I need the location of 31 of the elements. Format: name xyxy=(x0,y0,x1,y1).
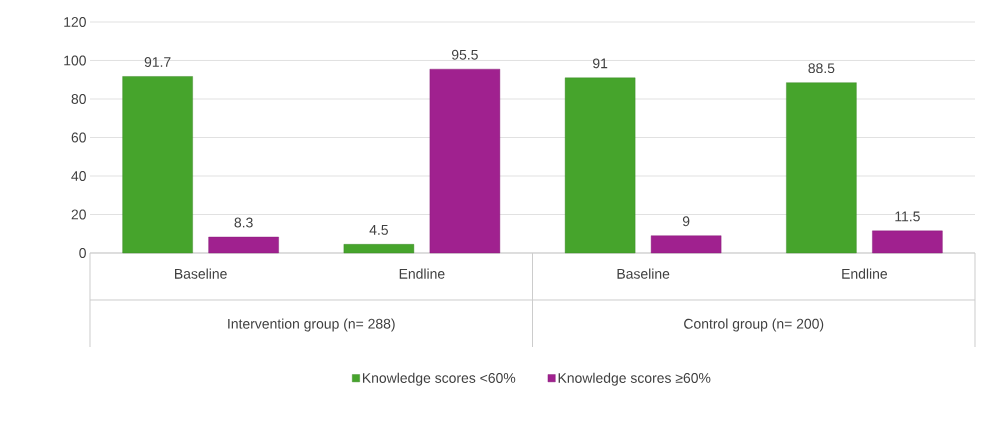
data-label: 91 xyxy=(593,58,608,69)
bar xyxy=(429,68,501,254)
text: Control group (n= 200) xyxy=(684,318,824,332)
legend-label: Knowledge scores <60% xyxy=(362,372,516,386)
data-label: 88.5 xyxy=(808,63,835,74)
data-label: 8.3 xyxy=(234,217,253,228)
bar xyxy=(872,230,943,254)
data-label: 4.5 xyxy=(369,225,388,235)
x-tick-label: Endline xyxy=(399,268,445,279)
data-label: 11.5 xyxy=(895,211,920,222)
data-label: 95.5 xyxy=(451,49,478,60)
x-tick-label: Baseline xyxy=(175,268,227,279)
bar xyxy=(343,244,415,254)
y-tick-label: 40 xyxy=(71,171,86,181)
bar xyxy=(650,235,722,254)
y-tick-label: 0 xyxy=(79,248,86,258)
text: Intervention group (n= 288) xyxy=(228,318,395,332)
bar xyxy=(208,236,279,254)
x-tick-label: Endline xyxy=(842,268,888,279)
bar xyxy=(122,76,193,254)
data-label: 91.7 xyxy=(144,57,171,67)
legend-label: Knowledge scores ≥60% xyxy=(558,372,711,386)
y-tick-label: 100 xyxy=(64,55,86,66)
y-tick-label: 20 xyxy=(71,209,86,220)
y-tick-label: 80 xyxy=(71,94,86,104)
bar xyxy=(786,82,857,254)
y-tick-label: 60 xyxy=(71,132,86,143)
x-tick-label: Baseline xyxy=(617,268,670,279)
y-tick-label: 120 xyxy=(64,17,86,27)
bar xyxy=(564,77,636,254)
data-label: 9 xyxy=(682,216,690,227)
